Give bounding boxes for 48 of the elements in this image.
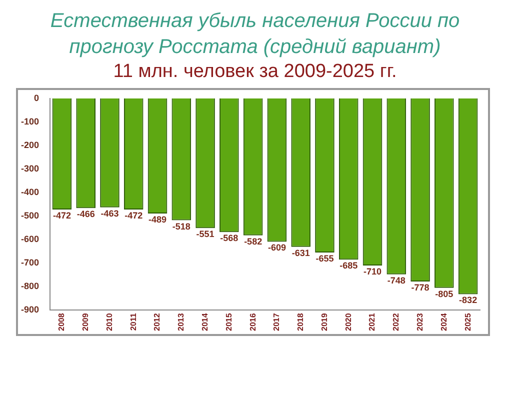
y-tick-label: -300 bbox=[21, 163, 40, 174]
x-tick-label: 2009 bbox=[81, 312, 90, 331]
x-tick-label: 2017 bbox=[272, 312, 282, 331]
x-tick-label: 2015 bbox=[224, 312, 234, 331]
data-label: -805 bbox=[435, 288, 454, 299]
x-tick-label: 2014 bbox=[200, 312, 210, 331]
x-tick-label: 2016 bbox=[248, 312, 258, 331]
x-tick-label: 2018 bbox=[296, 312, 306, 331]
y-tick-label: -800 bbox=[21, 281, 40, 292]
data-label: -778 bbox=[411, 282, 430, 292]
x-tick-label: 2025 bbox=[463, 312, 472, 331]
y-tick-label: -100 bbox=[21, 116, 40, 126]
data-label: -466 bbox=[76, 209, 95, 220]
x-tick-label: 2008 bbox=[57, 312, 66, 331]
x-tick-label: 2024 bbox=[439, 312, 448, 331]
data-label: -489 bbox=[148, 214, 167, 224]
data-label: -568 bbox=[220, 233, 238, 244]
x-tick-label: 2023 bbox=[415, 312, 424, 331]
data-label: -655 bbox=[316, 254, 334, 264]
x-tick-label: 2019 bbox=[320, 312, 329, 331]
data-label: -710 bbox=[363, 266, 382, 276]
x-tick-label: 2021 bbox=[368, 312, 377, 331]
y-tick-label: -400 bbox=[21, 187, 40, 198]
chart-subtitle: 11 млн. человек за 2009-2025 гг. bbox=[112, 60, 398, 84]
data-label: -748 bbox=[387, 275, 406, 286]
x-tick-label: 2011 bbox=[128, 312, 138, 331]
x-tick-label: 2022 bbox=[392, 312, 401, 331]
data-label: -685 bbox=[340, 260, 358, 271]
y-tick-label: 0 bbox=[34, 92, 40, 103]
data-label: -609 bbox=[268, 242, 286, 253]
data-label: -463 bbox=[100, 208, 119, 218]
data-label: -472 bbox=[52, 210, 71, 220]
y-tick-label: -500 bbox=[21, 210, 40, 221]
data-label: -518 bbox=[172, 221, 190, 232]
data-label: -472 bbox=[124, 210, 143, 220]
data-label: -631 bbox=[292, 248, 310, 258]
x-tick-label: 2012 bbox=[152, 312, 162, 331]
y-tick-label: -700 bbox=[21, 258, 40, 268]
y-tick-label: -600 bbox=[21, 234, 40, 244]
data-label: -582 bbox=[244, 236, 262, 246]
x-tick-label: 2010 bbox=[104, 312, 114, 331]
x-tick-label: 2020 bbox=[344, 312, 353, 331]
data-label: -551 bbox=[196, 229, 214, 240]
y-tick-label: -900 bbox=[21, 304, 40, 315]
data-label: -832 bbox=[459, 295, 478, 306]
chart-title: Естественная убыль населения России по прогнозу Росстата (средний вариант) bbox=[49, 9, 461, 60]
y-tick-label: -200 bbox=[21, 140, 40, 150]
x-tick-label: 2013 bbox=[176, 312, 186, 331]
